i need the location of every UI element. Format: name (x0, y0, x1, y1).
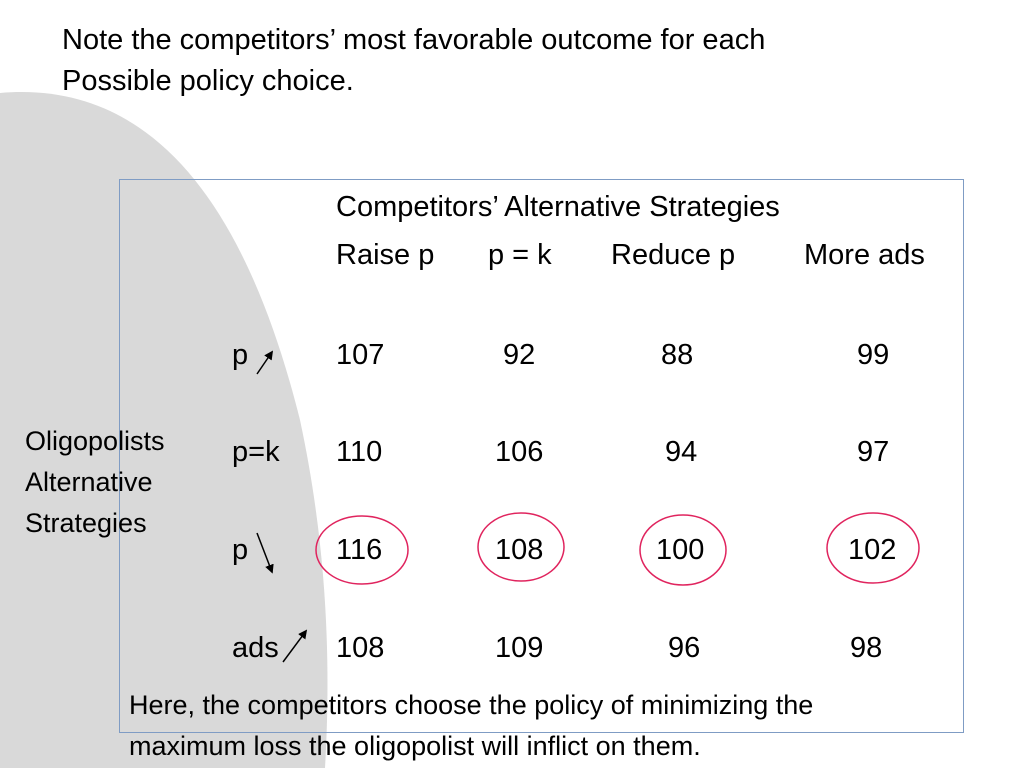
table-cell: 92 (503, 339, 536, 371)
payoff-table-frame (119, 179, 964, 733)
table-cell: 96 (668, 632, 701, 664)
row-label-raise-p: p (232, 339, 249, 371)
table-cell: 106 (495, 436, 544, 468)
table-cell: 88 (661, 339, 694, 371)
column-header-raise-p: Raise p (336, 239, 435, 271)
row-group-label-line-3: Strategies (25, 508, 147, 538)
slide-title-line-2: Possible policy choice. (62, 65, 354, 97)
row-group-label-line-2: Alternative (25, 467, 153, 497)
row-label-ads: ads (232, 632, 279, 664)
row-label-reduce-p: p (232, 534, 249, 566)
table-cell: 97 (857, 436, 890, 468)
table-cell: 100 (656, 534, 705, 566)
table-cell: 110 (336, 436, 383, 468)
table-cell: 102 (848, 534, 897, 566)
column-header-more-ads: More ads (804, 239, 925, 271)
column-group-heading: Competitors’ Alternative Strategies (336, 191, 780, 223)
column-header-p-equals-k: p = k (488, 239, 552, 271)
row-label-p-equals-k: p=k (232, 436, 280, 468)
table-cell: 107 (336, 339, 385, 371)
table-cell: 108 (495, 534, 544, 566)
table-cell: 99 (857, 339, 890, 371)
footer-text-line-1: Here, the competitors choose the policy … (129, 690, 814, 720)
row-group-label-line-1: Oligopolists (25, 426, 165, 456)
table-cell: 109 (495, 632, 544, 664)
footer-text-line-2: maximum loss the oligopolist will inflic… (129, 731, 701, 761)
table-cell: 116 (336, 534, 383, 566)
column-header-reduce-p: Reduce p (611, 239, 736, 271)
table-cell: 108 (336, 632, 385, 664)
grey-arc-shape (0, 92, 328, 768)
table-cell: 98 (850, 632, 883, 664)
slide-title-line-1: Note the competitors’ most favorable out… (62, 24, 766, 56)
table-cell: 94 (665, 436, 698, 468)
